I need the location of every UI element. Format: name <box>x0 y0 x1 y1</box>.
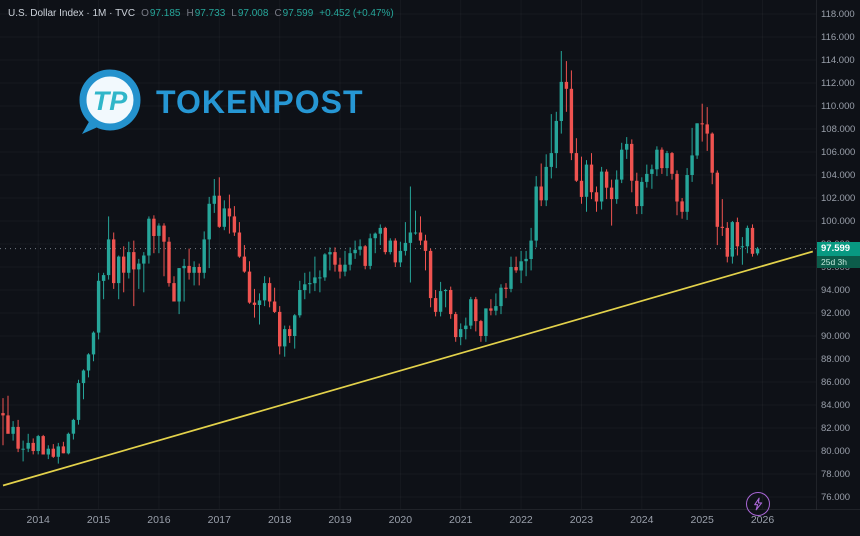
time-axis-label: 2014 <box>26 514 50 526</box>
time-axis-label: 2019 <box>328 514 352 526</box>
time-axis-label: 2025 <box>690 514 714 526</box>
price-axis-label: 92.000 <box>821 307 851 319</box>
time-axis-label: 2018 <box>267 514 292 526</box>
time-axis[interactable]: 2014 2015 2016 2017 2018 2019 2020 2021 2022 2023… <box>0 510 860 536</box>
price-axis-label: 102.000 <box>821 192 856 204</box>
price-axis[interactable]: 76.000 78.000 80.000 82.000 84.000 86.000 88.0… <box>816 0 860 510</box>
tokenpost-monogram: TP <box>93 86 128 116</box>
lightning-icon <box>754 497 763 511</box>
last-price-value: 97.599 <box>817 241 860 256</box>
time-axis-label: 2016 <box>147 514 171 526</box>
price-axis-label: 88.000 <box>821 353 851 365</box>
price-axis-label: 100.000 <box>821 215 856 227</box>
ohlc-open: O 97.185 <box>141 8 181 19</box>
bar-close-countdown: 25d 3h <box>817 255 860 268</box>
price-axis-label: 114.000 <box>821 54 855 66</box>
price-axis-label: 112.000 <box>821 77 855 89</box>
price-axis-label: 86.000 <box>821 376 851 388</box>
price-axis-label: 106.000 <box>821 146 856 158</box>
price-axis-label: 110.000 <box>821 100 855 112</box>
tokenpost-logo-icon: TP <box>79 69 141 134</box>
ohlc-low: L 97.008 <box>231 8 269 19</box>
price-change: +0.452 (+0.47%) <box>319 8 394 19</box>
time-axis-label: 2017 <box>207 514 231 526</box>
price-axis-label: 118.000 <box>821 8 855 20</box>
ohlc-high: H 97.733 <box>186 8 226 19</box>
price-axis-label: 78.000 <box>821 468 851 480</box>
price-axis-label: 108.000 <box>821 123 856 135</box>
tokenpost-logo: TP TOKENPOST <box>78 68 364 136</box>
price-axis-label: 82.000 <box>821 422 851 434</box>
price-axis-label: 84.000 <box>821 399 851 411</box>
time-axis-label: 2015 <box>86 514 111 526</box>
symbol-legend: U.S. Dollar Index · 1M · TVC O 97.185 H 97… <box>8 8 394 19</box>
time-axis-label: 2020 <box>388 514 413 526</box>
price-axis-label: 94.000 <box>821 284 851 296</box>
time-axis-label: 2021 <box>449 514 473 526</box>
time-axis-label: 2024 <box>630 514 654 526</box>
price-axis-label: 80.000 <box>821 445 851 457</box>
boost-button[interactable] <box>746 492 770 516</box>
last-price-tag: 97.599 25d 3h <box>817 241 860 268</box>
time-axis-label: 2023 <box>569 514 594 526</box>
price-axis-label: 116.000 <box>821 31 855 43</box>
ohlc-close: C 97.599 <box>274 8 314 19</box>
price-axis-label: 90.000 <box>821 330 851 342</box>
price-axis-label: 76.000 <box>821 491 851 503</box>
symbol-title[interactable]: U.S. Dollar Index · 1M · TVC <box>8 8 136 19</box>
tokenpost-wordmark: TOKENPOST <box>156 83 364 120</box>
time-axis-label: 2022 <box>509 514 533 526</box>
time-axis-label: 2026 <box>750 514 775 526</box>
price-axis-label: 104.000 <box>821 169 856 181</box>
